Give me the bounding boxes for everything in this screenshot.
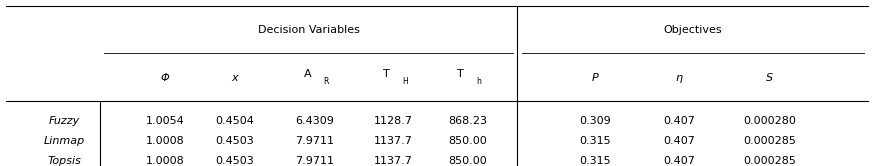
Text: 6.4309: 6.4309: [295, 116, 335, 125]
Text: 7.9711: 7.9711: [295, 136, 335, 146]
Text: S: S: [766, 73, 773, 83]
Text: 1.0054: 1.0054: [146, 116, 184, 125]
Text: h: h: [476, 77, 482, 85]
Text: Topsis: Topsis: [47, 156, 81, 166]
Text: 0.315: 0.315: [579, 136, 612, 146]
Text: Φ: Φ: [161, 73, 170, 83]
Text: 0.000280: 0.000280: [744, 116, 796, 125]
Text: T: T: [457, 69, 464, 79]
Text: 0.4503: 0.4503: [216, 156, 254, 166]
Text: T: T: [383, 69, 390, 79]
Text: 0.315: 0.315: [579, 156, 612, 166]
Text: Decision Variables: Decision Variables: [258, 25, 359, 35]
Text: P: P: [593, 73, 599, 83]
Text: A: A: [304, 69, 312, 79]
Text: Fuzzy: Fuzzy: [48, 116, 80, 125]
Text: 0.407: 0.407: [663, 136, 695, 146]
Text: 7.9711: 7.9711: [295, 156, 335, 166]
Text: 0.309: 0.309: [579, 116, 612, 125]
Text: 1128.7: 1128.7: [374, 116, 413, 125]
Text: η: η: [676, 73, 683, 83]
Text: 0.407: 0.407: [663, 116, 695, 125]
Text: 0.4503: 0.4503: [216, 136, 254, 146]
Text: 0.000285: 0.000285: [744, 156, 796, 166]
Text: 0.407: 0.407: [663, 156, 695, 166]
Text: Objectives: Objectives: [663, 25, 722, 35]
Text: 1.0008: 1.0008: [146, 136, 184, 146]
Text: 868.23: 868.23: [448, 116, 487, 125]
Text: 850.00: 850.00: [448, 156, 487, 166]
Text: Linmap: Linmap: [44, 136, 85, 146]
Text: 1137.7: 1137.7: [374, 136, 413, 146]
Text: R: R: [323, 77, 328, 85]
Text: 0.000285: 0.000285: [744, 136, 796, 146]
Text: 1137.7: 1137.7: [374, 156, 413, 166]
Text: x: x: [232, 73, 239, 83]
Text: 850.00: 850.00: [448, 136, 487, 146]
Text: 1.0008: 1.0008: [146, 156, 184, 166]
Text: H: H: [402, 77, 407, 85]
Text: 0.4504: 0.4504: [215, 116, 254, 125]
